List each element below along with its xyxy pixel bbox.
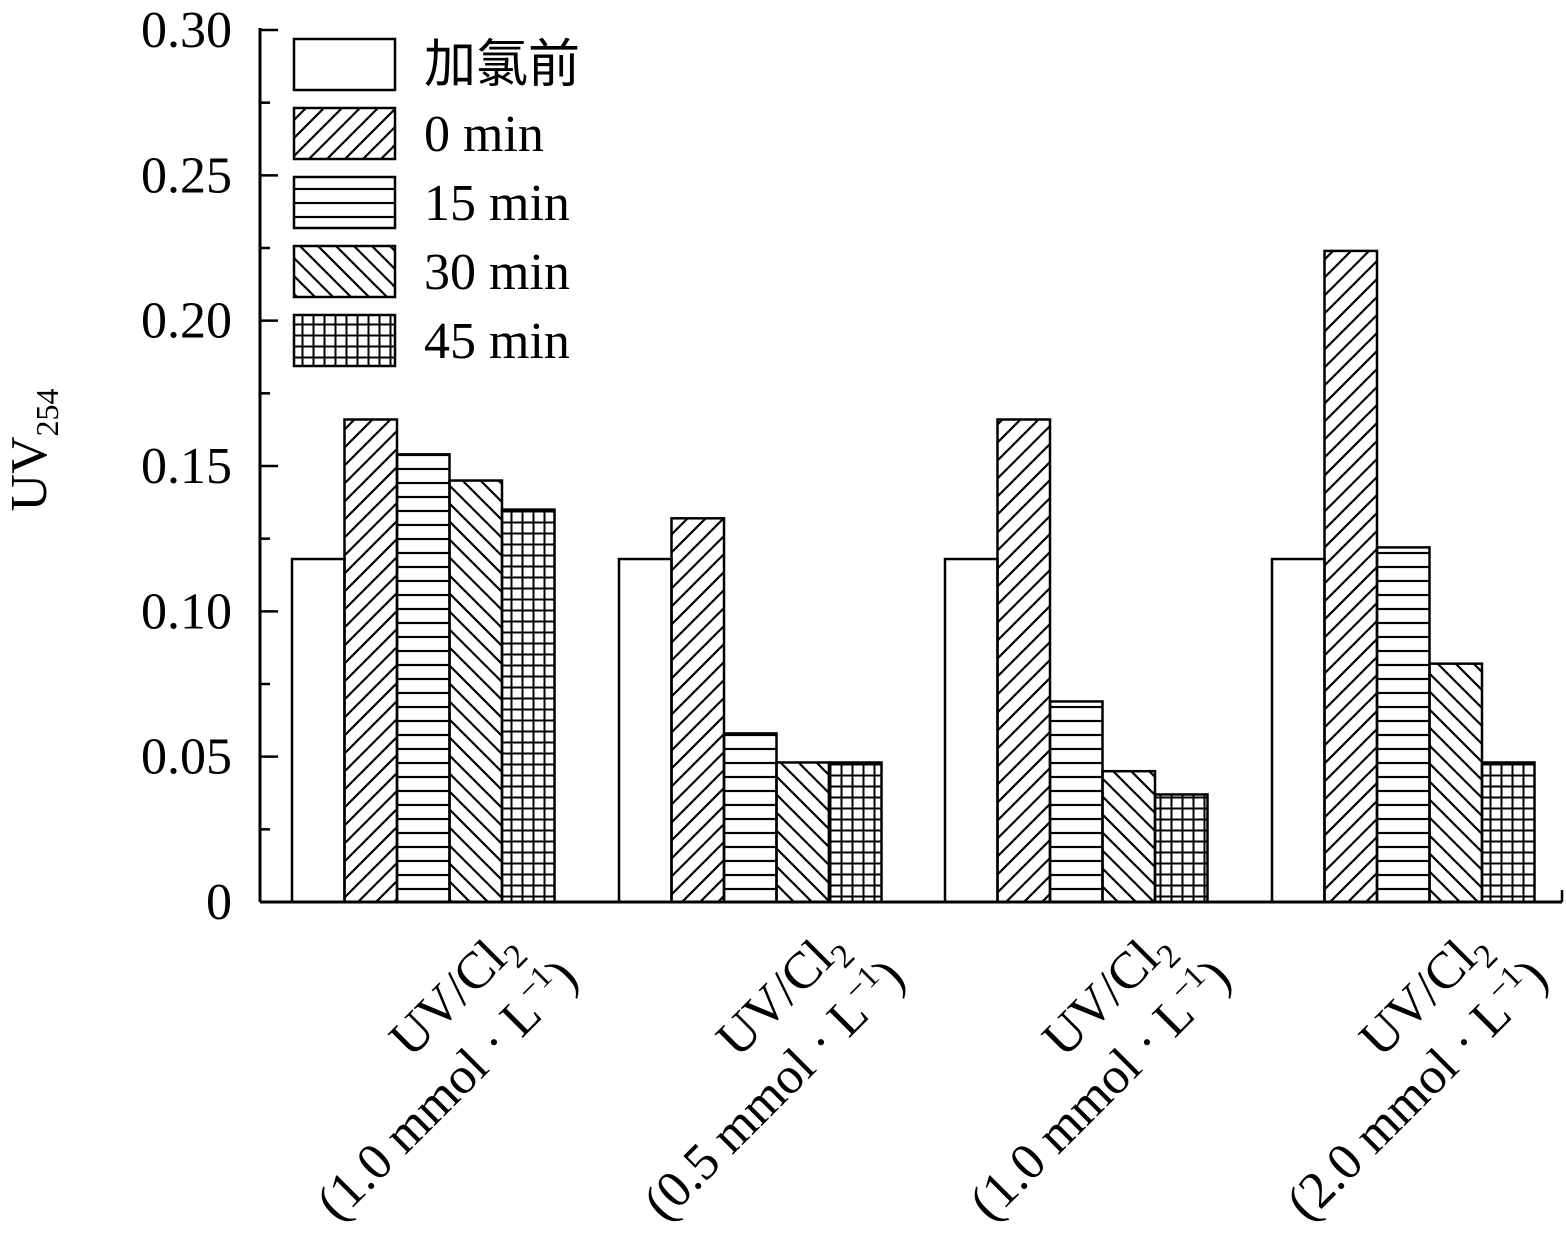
x-category-labels: UV/Cl2(1.0 mmol · L−1) UV/Cl2(0.5 mmol · … [306, 929, 1559, 1231]
bar-2-group-2 [670, 517, 726, 904]
legend-item-2: 0 min [292, 106, 544, 163]
bar-5-group-2 [827, 761, 883, 904]
x-category-label-2: UV/Cl2(0.5 mmol · L−1) [633, 929, 916, 1231]
legend-swatch [292, 175, 397, 230]
bars-group [290, 249, 1536, 904]
legend: 加氯前 0 min 15 min 30 min 45 min [292, 37, 580, 370]
bar-3-group-3 [1048, 700, 1104, 904]
bar-3-group-1 [395, 453, 451, 904]
legend-label: 15 min [424, 175, 570, 232]
bar-3-group-4 [1375, 546, 1431, 904]
legend-swatch [292, 37, 397, 92]
bar-4-group-4 [1428, 662, 1484, 904]
x-category-label-4: UV/Cl2(2.0 mmol · L−1) [1276, 929, 1559, 1231]
y-axis-label: UV254 [1, 388, 65, 511]
legend-item-3: 15 min [292, 175, 570, 232]
legend-label: 0 min [424, 106, 544, 163]
legend-label: 加氯前 [424, 37, 580, 94]
bar-5-group-3 [1153, 793, 1209, 904]
legend-label: 30 min [424, 244, 570, 301]
bar-3-group-2 [722, 732, 778, 904]
bar-4-group-2 [775, 761, 831, 904]
bar-1-group-1 [290, 557, 346, 904]
bar-2-group-1 [343, 418, 399, 904]
bar-1-group-2 [617, 557, 673, 904]
y-tick-label: 0.20 [141, 293, 232, 350]
legend-item-4: 30 min [292, 244, 570, 301]
bar-1-group-3 [943, 557, 999, 904]
legend-item-1: 加氯前 [292, 37, 580, 94]
legend-swatch [292, 313, 397, 368]
axes-group [258, 28, 1564, 904]
bar-4-group-3 [1101, 769, 1157, 904]
x-category-label-1: UV/Cl2(1.0 mmol · L−1) [306, 929, 589, 1231]
bar-4-group-1 [448, 479, 504, 904]
bar-5-group-1 [500, 508, 556, 904]
y-axis-label-sub: 254 [29, 388, 65, 436]
y-tick-label: 0.15 [141, 438, 232, 495]
y-tick-label: 0.30 [141, 2, 232, 59]
legend-item-5: 45 min [292, 313, 570, 370]
y-tick-label: 0.05 [141, 729, 232, 786]
legend-swatch [292, 106, 397, 161]
y-tick-labels: 0 0.05 0.10 0.15 0.20 0.25 0.30 [141, 2, 232, 931]
y-tick-label: 0.10 [141, 583, 232, 640]
bar-2-group-3 [996, 418, 1052, 904]
y-axis-label-main: UV [1, 436, 58, 511]
legend-label: 45 min [424, 313, 570, 370]
legend-swatch [292, 244, 397, 299]
bar-1-group-4 [1270, 557, 1326, 904]
y-tick-label: 0.25 [141, 147, 232, 204]
x-category-label-3: UV/Cl2(1.0 mmol · L−1) [959, 929, 1242, 1231]
y-tick-label: 0 [206, 874, 232, 931]
bar-2-group-4 [1323, 249, 1379, 904]
bar-5-group-4 [1480, 761, 1536, 904]
